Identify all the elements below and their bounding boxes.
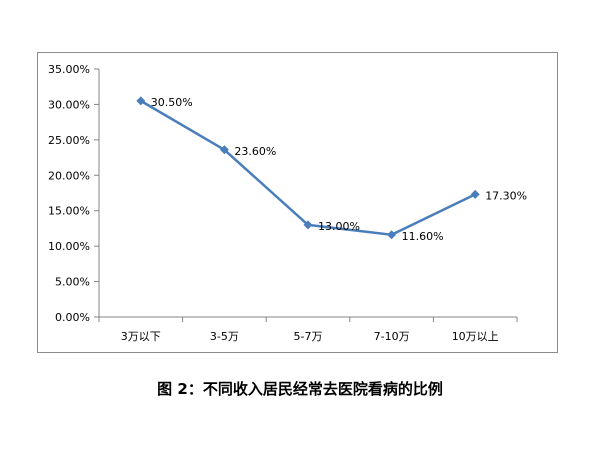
x-tick-label: 3-5万: [210, 330, 239, 343]
chart-frame: [37, 52, 558, 353]
y-tick-label: 35.00%: [48, 63, 90, 76]
data-label: 17.30%: [485, 189, 527, 202]
data-point-marker: [136, 96, 146, 106]
x-tick-label: 10万以上: [452, 330, 499, 343]
y-tick-label: 5.00%: [55, 276, 90, 289]
data-point-marker: [470, 189, 480, 199]
y-tick-label: 30.00%: [48, 98, 90, 111]
figure-caption: 图 2：不同收入居民经常去医院看病的比例: [157, 380, 443, 398]
x-tick-label: 7-10万: [374, 330, 410, 343]
data-label: 11.60%: [402, 230, 444, 243]
x-tick-label: 3万以下: [121, 330, 161, 343]
y-tick-label: 20.00%: [48, 169, 90, 182]
series-polyline: [140, 99, 476, 237]
axes: [98, 69, 517, 318]
x-tick-label: 5-7万: [294, 330, 323, 343]
y-tick-label: 15.00%: [48, 205, 90, 218]
data-point-marker: [387, 230, 397, 240]
y-tick-label: 0.00%: [55, 311, 90, 324]
data-label: 13.00%: [318, 220, 360, 233]
y-tick-label: 25.00%: [48, 134, 90, 147]
x-axis-ticks: 3万以下 3-5万 5-7万 7-10万 10万以上: [98, 317, 518, 343]
series-line: [136, 96, 480, 240]
y-axis-ticks: 0.00% 5.00% 10.00% 15.00% 20.00% 25.00% 30.00%…: [48, 63, 99, 324]
data-labels: 30.50% 23.60% 13.00% 11.60% 17.30%: [151, 96, 527, 243]
data-point-marker: [303, 220, 313, 230]
data-label: 23.60%: [234, 145, 276, 158]
data-point-marker: [219, 145, 229, 155]
data-label: 30.50%: [151, 96, 193, 109]
y-tick-label: 10.00%: [48, 240, 90, 253]
